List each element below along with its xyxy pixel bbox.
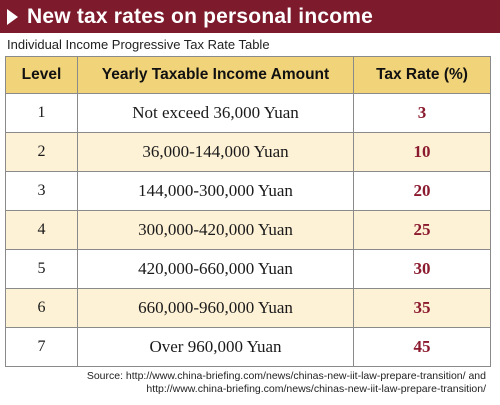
- table-row: 2 36,000-144,000 Yuan 10: [5, 132, 491, 172]
- level-cell: 1: [5, 93, 78, 133]
- rate-cell: 25: [353, 210, 491, 250]
- income-cell: Not exceed 36,000 Yuan: [77, 93, 354, 133]
- level-cell: 2: [5, 132, 78, 172]
- rate-cell: 45: [353, 327, 491, 367]
- source-note: Source: http://www.china-briefing.com/ne…: [87, 370, 486, 396]
- rate-cell: 20: [353, 171, 491, 211]
- source-line: http://www.china-briefing.com/news/china…: [146, 383, 486, 395]
- level-cell: 6: [5, 288, 78, 328]
- income-cell: 420,000-660,000 Yuan: [77, 249, 354, 289]
- header-level: Level: [5, 56, 78, 94]
- table-row: 5 420,000-660,000 Yuan 30: [5, 249, 491, 289]
- triangle-arrow-icon: [7, 8, 18, 25]
- level-cell: 4: [5, 210, 78, 250]
- table-row: 1 Not exceed 36,000 Yuan 3: [5, 93, 491, 133]
- income-cell: Over 960,000 Yuan: [77, 327, 354, 367]
- level-cell: 5: [5, 249, 78, 289]
- level-cell: 7: [5, 327, 78, 367]
- level-cell: 3: [5, 171, 78, 211]
- tax-rate-table: Level Yearly Taxable Income Amount Tax R…: [5, 56, 491, 367]
- income-cell: 300,000-420,000 Yuan: [77, 210, 354, 250]
- header-income: Yearly Taxable Income Amount: [77, 56, 354, 94]
- source-line: Source: http://www.china-briefing.com/ne…: [86, 370, 486, 382]
- table-row: 4 300,000-420,000 Yuan 25: [5, 210, 491, 250]
- income-cell: 660,000-960,000 Yuan: [77, 288, 354, 328]
- table-row: 3 144,000-300,000 Yuan 20: [5, 171, 491, 211]
- banner-title: New tax rates on personal income: [27, 4, 374, 28]
- income-cell: 144,000-300,000 Yuan: [77, 171, 354, 211]
- table-header-row: Level Yearly Taxable Income Amount Tax R…: [5, 56, 491, 94]
- rate-cell: 3: [353, 93, 491, 133]
- rate-cell: 30: [353, 249, 491, 289]
- rate-cell: 35: [353, 288, 491, 328]
- header-rate: Tax Rate (%): [353, 56, 491, 94]
- title-banner: New tax rates on personal income: [0, 0, 500, 33]
- table-row: 7 Over 960,000 Yuan 45: [5, 327, 491, 367]
- income-cell: 36,000-144,000 Yuan: [77, 132, 354, 172]
- table-row: 6 660,000-960,000 Yuan 35: [5, 288, 491, 328]
- rate-cell: 10: [353, 132, 491, 172]
- table-caption: Individual Income Progressive Tax Rate T…: [7, 37, 270, 52]
